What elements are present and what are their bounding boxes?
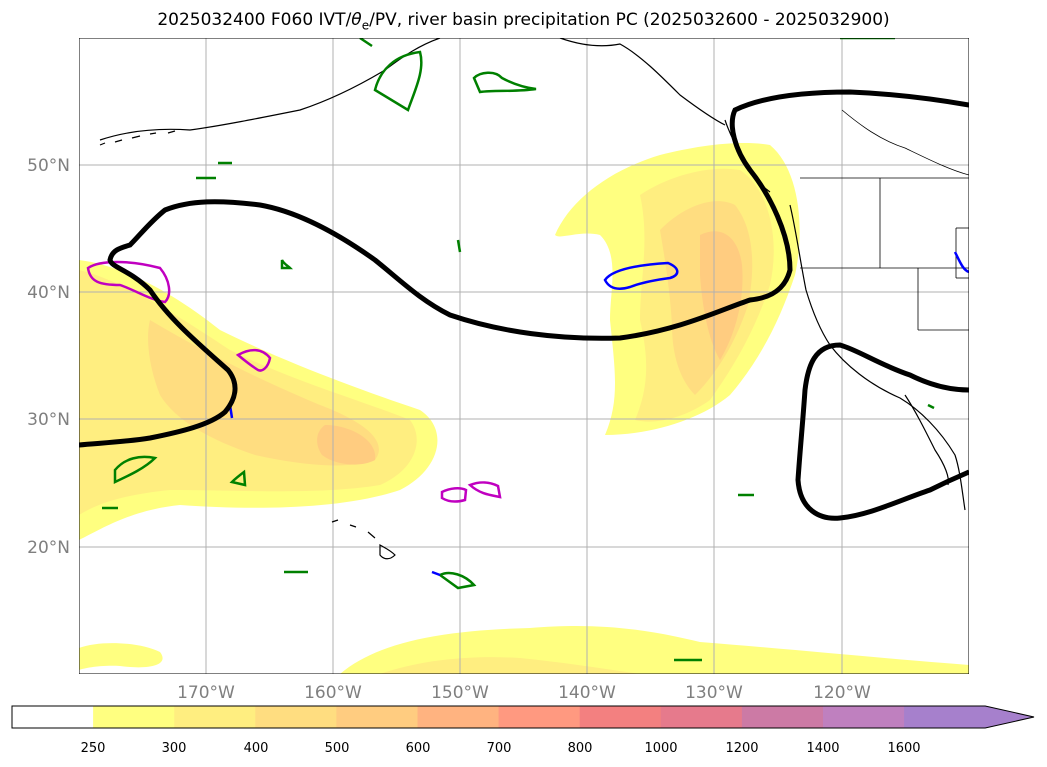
lon-label-150w: 150°W xyxy=(431,683,489,703)
pv-magenta-contours xyxy=(86,260,502,503)
colorbar-segment xyxy=(660,706,743,728)
colorbar-segment xyxy=(255,706,337,728)
hawaii-islands xyxy=(331,519,396,560)
latitude-labels: 50°N 40°N 30°N 20°N xyxy=(27,156,70,558)
ivt-south-west-250 xyxy=(79,643,163,670)
colorbar-label: 300 xyxy=(162,741,187,756)
lat-label-20n: 20°N xyxy=(27,538,70,558)
colorbar-label: 600 xyxy=(406,741,431,756)
coastlines xyxy=(99,38,966,560)
black-contours xyxy=(79,89,969,521)
colorbar-segment xyxy=(174,706,256,728)
colorbar xyxy=(11,705,1035,729)
us-west-coast xyxy=(789,204,966,511)
colorbar-label: 1200 xyxy=(725,741,758,756)
graticule xyxy=(79,38,969,674)
lat-label-40n: 40°N xyxy=(27,283,70,303)
colorbar-segment xyxy=(498,706,581,728)
ivt-south-300 xyxy=(380,657,640,674)
colorbar-label: 1400 xyxy=(806,741,839,756)
colorbar-segment xyxy=(741,706,824,728)
colorbar-labels: 250 300 400 500 600 700 800 1000 1200 14… xyxy=(81,741,921,756)
colorbar-label: 800 xyxy=(568,741,593,756)
map-title: 2025032400 F060 IVT/θe/PV, river basin p… xyxy=(157,10,890,33)
lon-label-140w: 140°W xyxy=(558,683,616,703)
colorbar-segment xyxy=(12,706,94,728)
colorbar-label: 1600 xyxy=(887,741,920,756)
colorbar-segment xyxy=(336,706,418,728)
colorbar-label: 400 xyxy=(244,741,269,756)
lon-label-130w: 130°W xyxy=(685,683,743,703)
ivt-plume-west-500 xyxy=(317,425,376,465)
baja-peninsula xyxy=(904,394,950,486)
lat-label-30n: 30°N xyxy=(27,410,70,430)
colorbar-segment xyxy=(93,706,175,728)
colorbar-label: 700 xyxy=(487,741,512,756)
ivt-plume-east-500 xyxy=(700,231,743,360)
colorbar-segment xyxy=(579,706,662,728)
lon-label-160w: 160°W xyxy=(304,683,362,703)
lon-label-170w: 170°W xyxy=(177,683,235,703)
longitude-labels: 170°W 160°W 150°W 140°W 130°W 120°W xyxy=(177,683,871,703)
pv-green-contours xyxy=(102,38,935,662)
lat-label-50n: 50°N xyxy=(27,156,70,176)
alaska-gulf-coast xyxy=(559,38,726,126)
alaska-coast xyxy=(99,38,441,141)
map-area xyxy=(79,38,969,674)
colorbar-segment xyxy=(417,706,500,728)
colorbar-segment xyxy=(823,706,905,728)
colorbar-label: 500 xyxy=(325,741,350,756)
aleutian-islands xyxy=(99,130,176,146)
lon-label-120w: 120°W xyxy=(813,683,871,703)
colorbar-label: 1000 xyxy=(644,741,677,756)
colorbar-extend-arrow xyxy=(985,706,1034,728)
colorbar-outline xyxy=(11,705,1035,729)
colorbar-segment xyxy=(904,706,986,728)
colorbar-label: 250 xyxy=(81,741,106,756)
